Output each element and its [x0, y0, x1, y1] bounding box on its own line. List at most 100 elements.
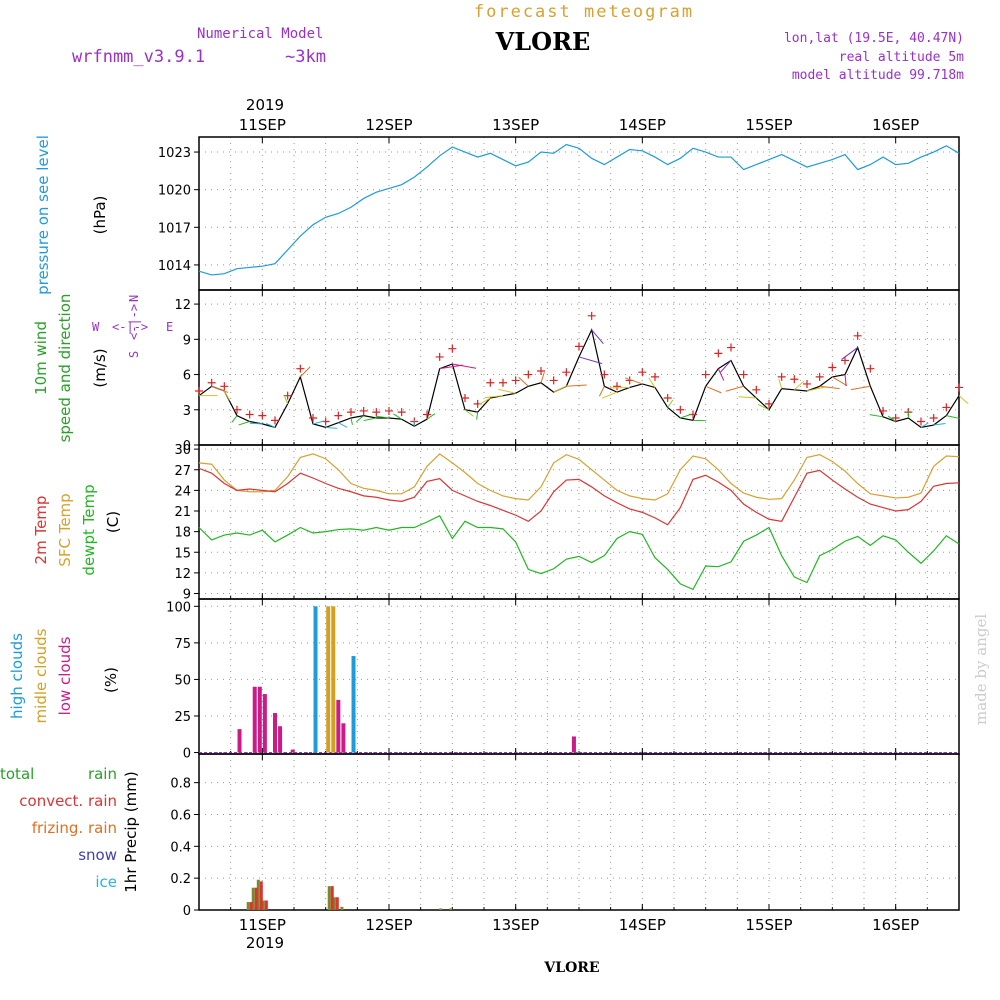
- wind-axis-label-2: speed and direction: [56, 294, 74, 443]
- wind-arrow: [946, 415, 960, 419]
- gust-marker: [511, 376, 520, 385]
- gust-marker: [207, 378, 216, 387]
- model-resolution: ~3km: [285, 47, 326, 67]
- wind-arrow: [793, 380, 805, 391]
- bottom-year-label: 2019: [246, 934, 284, 952]
- mid-clouds-label: midle clouds: [32, 628, 50, 723]
- top-day-label: 12SEP: [365, 116, 412, 134]
- y-tick-label: 18: [174, 526, 191, 541]
- gust-marker: [587, 311, 596, 320]
- top-year-label: 2019: [246, 96, 284, 114]
- gust-marker: [549, 376, 558, 385]
- total-precip-bar: [332, 897, 336, 910]
- real-altitude-label: real altitude 5m: [839, 50, 964, 65]
- bottom-day-label: 11SEP: [239, 916, 286, 934]
- wind-axis-label-1: 10m wind: [32, 321, 50, 395]
- y-tick-label: 6: [183, 369, 191, 384]
- y-tick-label: 1023: [158, 146, 191, 161]
- panel-frame: [198, 444, 960, 600]
- y-tick-label: 27: [174, 464, 191, 479]
- precip-axis-label: 1hr Precip (mm): [122, 771, 140, 892]
- wind-arrow: [738, 396, 757, 399]
- wind-arrow: [325, 426, 338, 429]
- y-tick-label: 50: [174, 673, 191, 688]
- precip-legend-item: convect. rain: [19, 792, 117, 810]
- wind-arrow: [869, 414, 884, 418]
- temp-unit-label: (C): [104, 511, 122, 533]
- credit-label: made by angel: [972, 614, 990, 725]
- low-cloud-bar: [262, 694, 267, 753]
- wind-arrow: [393, 413, 402, 420]
- wind-arrow: [498, 388, 516, 394]
- top-day-label: 14SEP: [619, 116, 666, 134]
- panel-clouds: 0 25 50 75 100: [166, 598, 960, 762]
- station-title: VLORE: [495, 27, 591, 56]
- precip-legend-item: rain: [88, 765, 117, 783]
- footer-station-label: VLORE: [543, 960, 599, 976]
- y-tick-label: 1017: [158, 221, 191, 236]
- compass-e: E: [166, 320, 173, 334]
- gust-marker: [423, 410, 431, 419]
- gust-marker: [562, 368, 571, 377]
- convect.-precip-bar: [259, 881, 263, 910]
- gust-marker: [790, 375, 799, 384]
- wind-arrow: [553, 385, 568, 393]
- bottom-day-label: 15SEP: [745, 916, 792, 934]
- wind-arrow: [566, 384, 587, 387]
- clouds-unit-label: (%): [102, 667, 120, 693]
- wind-arrow: [540, 372, 545, 383]
- wind-arrow: [312, 420, 325, 425]
- compass-w: W: [92, 320, 100, 334]
- convect.-precip-bar: [264, 900, 268, 910]
- wind-arrow: [601, 391, 618, 399]
- y-tick-label: 0: [183, 904, 191, 919]
- top-day-label: 13SEP: [492, 116, 539, 134]
- gust-marker: [765, 399, 773, 408]
- y-tick-label: 75: [174, 637, 191, 652]
- total-precip-bar: [246, 902, 250, 910]
- panel-wind: 0 3 6 9 12: [174, 289, 969, 454]
- wind-arrow: [238, 421, 250, 426]
- gust-marker: [195, 386, 203, 395]
- bottom-day-label: 12SEP: [365, 916, 412, 934]
- wind-arrow: [624, 377, 643, 385]
- top-day-label: 15SEP: [745, 116, 792, 134]
- gust-marker: [359, 406, 368, 415]
- gust-marker: [815, 372, 824, 381]
- wind-arrow: [844, 374, 847, 387]
- wind-arrow: [249, 422, 263, 425]
- y-tick-label: 0: [183, 747, 191, 762]
- gust-marker: [942, 403, 951, 412]
- compass-ns-arrow: <-|->: [127, 304, 141, 340]
- pressure-line: [198, 143, 960, 276]
- total-precip-bar: [256, 879, 260, 910]
- model-name: wrfnmm_v3.9.1: [72, 47, 205, 67]
- low-cloud-bar: [252, 686, 257, 753]
- wind-arrow: [850, 385, 871, 391]
- gust-marker: [651, 372, 659, 381]
- gust-marker: [891, 413, 900, 422]
- gust-marker: [575, 342, 583, 351]
- wind-arrow: [933, 423, 946, 426]
- compass-s: S: [127, 351, 141, 358]
- temp2m-axis-label: 2m Temp: [32, 496, 50, 565]
- wind-arrow: [591, 329, 604, 345]
- gust-marker: [739, 370, 748, 379]
- wind-arrow: [841, 347, 858, 360]
- gust-marker: [334, 411, 343, 420]
- lonlat-label: lon,lat (19.5E, 40.47N): [784, 31, 964, 46]
- y-tick-label: 1014: [158, 259, 191, 274]
- y-tick-label: 0.6: [170, 808, 191, 823]
- panel-precip: 0 0.2 0.4 0.6 0.8: [170, 753, 960, 919]
- precip-legend-item: frizing. rain: [32, 819, 117, 837]
- gust-marker: [803, 379, 811, 388]
- gust-marker: [917, 417, 925, 426]
- y-tick-label: 12: [174, 567, 191, 582]
- total-precip-bar: [251, 887, 255, 910]
- total-precip-bar: [327, 886, 331, 910]
- gust-marker: [397, 408, 406, 417]
- y-tick-label: 1020: [158, 184, 191, 199]
- wind-arrow: [338, 422, 348, 428]
- gust-marker: [347, 408, 355, 417]
